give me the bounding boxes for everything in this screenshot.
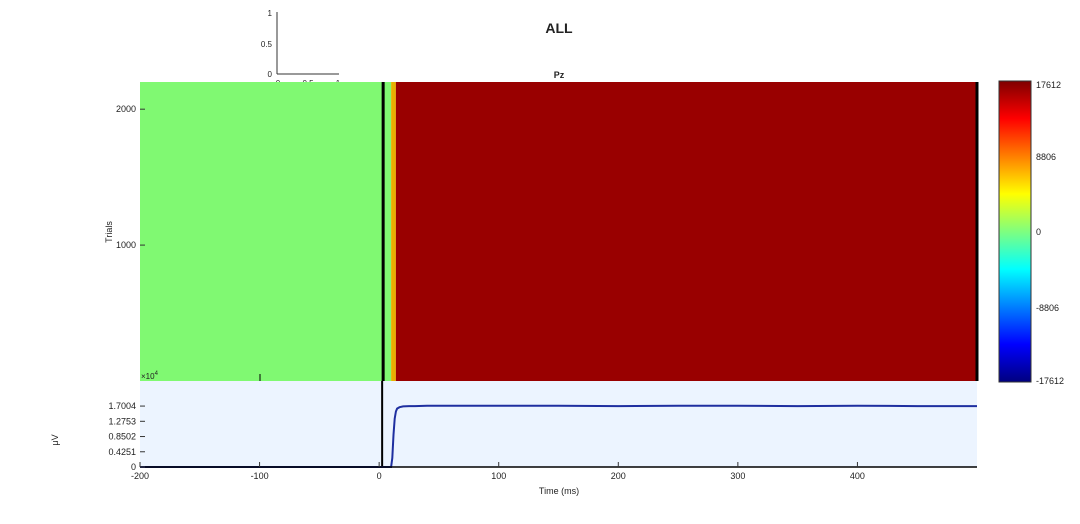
figure-title: ALL: [545, 20, 573, 36]
heatmap-regions: [140, 82, 978, 381]
heatmap-cell: [395, 82, 978, 381]
erp-x-ticks: -200 -100 0 100 200 300 400: [131, 462, 865, 481]
erpimage-ylabel: Trials: [104, 221, 114, 243]
erpimage-exponent-label: ×104: [141, 371, 159, 381]
erp-x-tick-label: 0: [377, 471, 382, 481]
colorbar-tick-label: -17612: [1036, 376, 1064, 386]
erpimage-title: Pz: [554, 70, 565, 80]
colorbar-tick-label: 8806: [1036, 152, 1056, 162]
erp-panel: 0 0.4251 0.8502 1.2753 1.7004 -200 -100 0 100 20…: [50, 381, 977, 496]
erpimage-panel: Pz 1000 2000 Trials ×104: [104, 70, 979, 381]
erp-y-ticks: 0 0.4251 0.8502 1.2753 1.7004: [108, 401, 145, 472]
erp-x-tick-label: 400: [850, 471, 865, 481]
inset-y-tick-label: 1: [268, 9, 273, 18]
erp-plot-background: [140, 381, 977, 467]
erp-y-tick-label: 0: [131, 462, 136, 472]
erp-x-tick-label: -100: [251, 471, 269, 481]
colorbar-tick-label: 0: [1036, 227, 1041, 237]
erp-xlabel: Time (ms): [539, 486, 579, 496]
erpimage-y-tick-label: 1000: [116, 240, 136, 250]
inset-y-tick-label: 0.5: [261, 40, 273, 49]
erp-x-tick-label: -200: [131, 471, 149, 481]
erp-y-tick-label: 1.2753: [108, 416, 136, 426]
colorbar-tick-label: -8806: [1036, 303, 1059, 313]
erp-y-tick-label: 1.7004: [108, 401, 136, 411]
inset-y-tick-label: 0: [268, 70, 273, 79]
colorbar: 17612 8806 0 -8806 -17612: [998, 80, 1064, 386]
erp-y-tick-label: 0.8502: [108, 432, 136, 442]
erpimage-y-ticks: 1000 2000: [116, 104, 145, 250]
erpimage-y-tick-label: 2000: [116, 104, 136, 114]
erp-x-tick-label: 300: [730, 471, 745, 481]
heatmap-cell: [391, 82, 396, 381]
erp-ylabel: μV: [50, 434, 60, 445]
erp-x-tick-label: 100: [491, 471, 506, 481]
heatmap-cell: [140, 82, 392, 381]
erp-x-tick-label: 200: [611, 471, 626, 481]
inset-axes: 1 0.5 0 0 0.5 1: [261, 9, 341, 88]
colorbar-tick-label: 17612: [1036, 80, 1061, 90]
colorbar-gradient: [998, 80, 1032, 383]
erp-series-line: [140, 404, 977, 468]
erp-y-tick-label: 0.4251: [108, 447, 136, 457]
